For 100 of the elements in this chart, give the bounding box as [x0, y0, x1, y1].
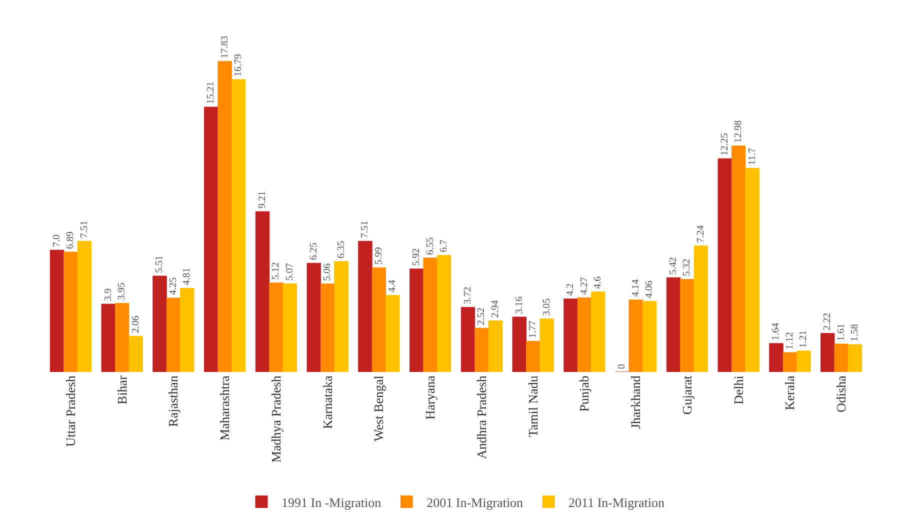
- bar: [128, 336, 143, 372]
- x-tick-label: Karnataka: [320, 375, 335, 430]
- bar: [180, 288, 194, 372]
- data-label: 0: [616, 364, 628, 369]
- data-label: 5.32: [682, 258, 693, 276]
- legend-label: 2001 In-Migration: [426, 494, 524, 510]
- data-label: 5.99: [373, 247, 384, 265]
- bar: [218, 61, 232, 372]
- data-label: 1.61: [836, 323, 847, 341]
- bar: [731, 146, 746, 372]
- data-label: 3.95: [116, 282, 128, 300]
- x-tick-label: Rajasthan: [166, 375, 181, 427]
- data-label: 16.79: [233, 54, 244, 76]
- x-tick-label: Gujarat: [679, 375, 694, 415]
- x-tick-label: Uttar Pradesh: [62, 375, 78, 447]
- x-tick-label: Kerala: [782, 375, 798, 410]
- bar: [666, 277, 681, 372]
- data-label: 2.94: [490, 300, 501, 318]
- bar: [460, 306, 476, 372]
- bar: [488, 320, 502, 372]
- bar: [834, 344, 848, 372]
- bar: [372, 267, 386, 372]
- bar: [848, 344, 862, 372]
- bar: [769, 343, 784, 372]
- data-label: 7.51: [78, 220, 90, 238]
- bar: [694, 246, 708, 372]
- bar: [50, 250, 64, 372]
- bar: [204, 106, 218, 372]
- data-label: 3.9: [102, 288, 114, 302]
- bar: [474, 328, 489, 372]
- data-label: 7.24: [695, 225, 706, 243]
- data-label: 6.89: [65, 231, 76, 249]
- data-label: 5.07: [284, 263, 296, 281]
- x-tick-label: Tamil Nadu: [525, 375, 540, 438]
- bar: [577, 297, 592, 372]
- data-label: 1.21: [798, 330, 810, 348]
- data-label: 1.12: [784, 332, 796, 350]
- data-label: 6.7: [438, 240, 450, 252]
- data-label: 3.72: [462, 286, 474, 304]
- x-tick-label: Andhra Pradesh: [474, 375, 489, 460]
- data-label: 12.25: [719, 133, 730, 156]
- bar: [269, 282, 284, 372]
- bar: [796, 350, 811, 372]
- x-tick-label: Delhi: [730, 375, 746, 404]
- bar: [101, 304, 116, 372]
- legend-label: 2011 In-Migration: [568, 494, 665, 510]
- bar: [820, 333, 835, 372]
- data-label: 15.21: [206, 82, 217, 104]
- bar: [306, 262, 321, 372]
- bar: [386, 295, 400, 372]
- data-label: 5.12: [270, 262, 282, 280]
- data-label: 2.06: [130, 316, 142, 334]
- data-label: 2.22: [822, 312, 834, 330]
- bar: [410, 268, 424, 372]
- bar: [642, 301, 657, 372]
- data-label: 4.4: [387, 280, 398, 292]
- x-tick-label: Bihar: [114, 374, 130, 404]
- bar: [680, 279, 694, 372]
- x-tick-label: Haryana: [422, 375, 438, 420]
- x-tick-label: West Bengal: [371, 375, 386, 442]
- data-label: 7.0: [51, 234, 62, 248]
- bar: [718, 158, 732, 372]
- bar: [282, 283, 297, 372]
- bar: [526, 340, 540, 372]
- bar: [358, 240, 372, 372]
- data-label: 3.05: [541, 298, 552, 316]
- data-label: 2.52: [476, 308, 488, 326]
- data-label: 5.06: [322, 263, 334, 281]
- data-label: 12.98: [733, 120, 744, 143]
- bar: [423, 258, 438, 372]
- bar: [166, 298, 181, 372]
- bar: [231, 79, 246, 372]
- data-label: 4.14: [630, 279, 642, 297]
- x-tick-label: Maharashtra: [217, 375, 232, 441]
- bar: [334, 261, 348, 372]
- data-label: 1.64: [770, 322, 782, 340]
- x-tick-label: Punjab: [576, 376, 592, 412]
- x-tick-label: Jharkhand: [628, 375, 644, 430]
- data-label: 5.42: [668, 257, 679, 275]
- x-tick-label: Odisha: [834, 375, 849, 412]
- data-label: 6.55: [424, 237, 436, 255]
- bar: [114, 302, 130, 372]
- data-label: 4.06: [644, 280, 656, 298]
- data-label: 5.92: [411, 248, 422, 266]
- bar: [320, 284, 335, 372]
- data-label: 3.16: [514, 296, 525, 314]
- x-tick-label: Madhya Pradesh: [268, 375, 284, 463]
- data-label: 1.77: [528, 320, 539, 338]
- data-label: 4.6: [592, 276, 604, 289]
- bar: [255, 211, 270, 372]
- bar: [591, 292, 606, 372]
- legend-label: 1991 In -Migration: [282, 494, 382, 510]
- data-label: 1.58: [850, 324, 861, 342]
- data-label: 17.83: [219, 36, 230, 58]
- data-label: 7.51: [360, 220, 371, 238]
- data-label: 4.81: [182, 268, 193, 286]
- bar: [64, 252, 78, 372]
- bar: [540, 318, 554, 372]
- data-label: 4.2: [565, 283, 576, 296]
- bar: [152, 276, 167, 372]
